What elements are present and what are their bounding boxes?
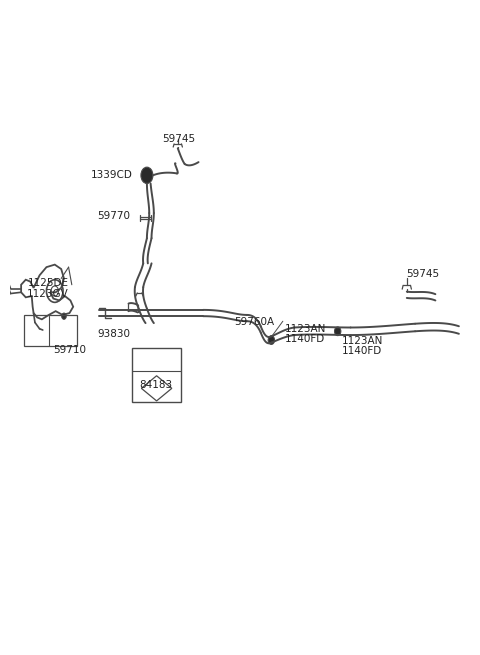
Text: 1125DE: 1125DE [27, 278, 69, 288]
Circle shape [335, 327, 341, 335]
Circle shape [141, 167, 153, 183]
Circle shape [268, 335, 275, 345]
Circle shape [61, 313, 66, 320]
Text: 59745: 59745 [163, 134, 196, 144]
Text: 1123AN: 1123AN [341, 336, 383, 346]
Bar [24, 315, 77, 346]
Text: 59710: 59710 [53, 345, 86, 354]
Text: 59760A: 59760A [234, 318, 274, 328]
Text: 1140FD: 1140FD [341, 346, 382, 356]
Text: 59745: 59745 [406, 269, 439, 279]
Text: 1140FD: 1140FD [285, 334, 325, 344]
Text: 1123GV: 1123GV [27, 289, 69, 299]
Text: 1123AN: 1123AN [285, 324, 326, 334]
Text: 59770: 59770 [97, 210, 131, 221]
Text: 1339CD: 1339CD [91, 170, 133, 180]
Text: 93830: 93830 [97, 329, 130, 339]
Bar [132, 348, 181, 402]
Text: 84183: 84183 [140, 381, 173, 390]
